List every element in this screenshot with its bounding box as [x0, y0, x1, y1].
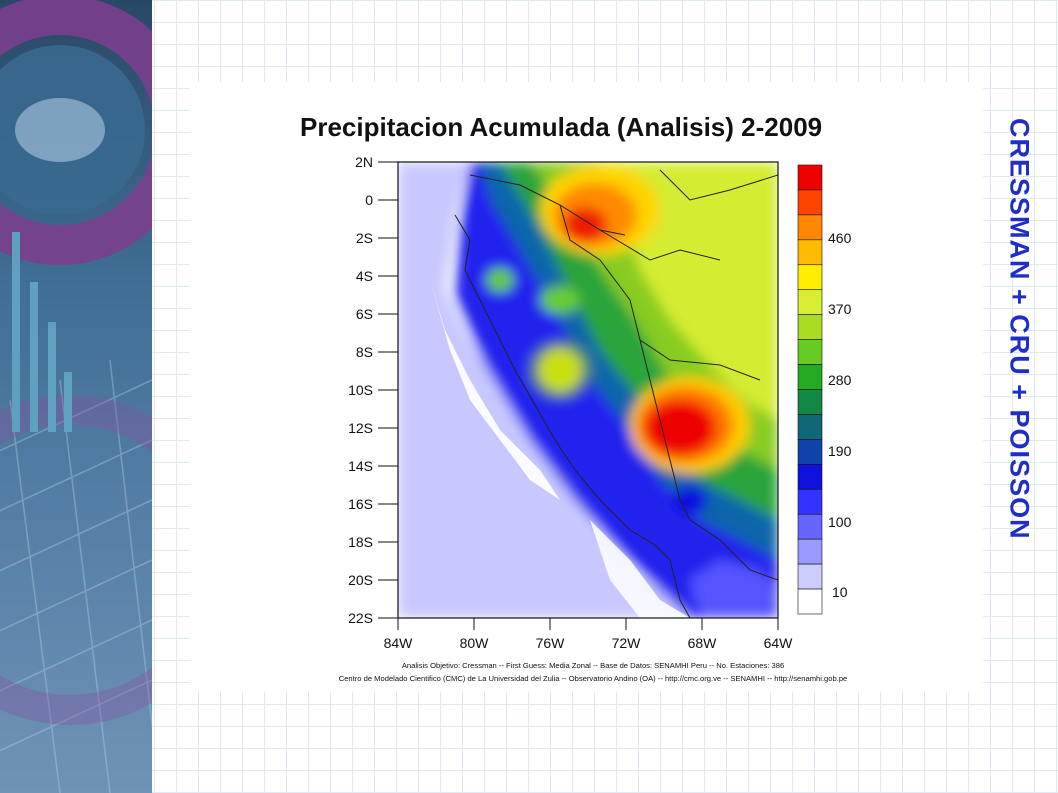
lat-label: 12S [348, 420, 373, 436]
colorbar-swatch [797, 439, 823, 465]
colorbar-label: 370 [828, 301, 852, 317]
lat-label: 16S [348, 496, 373, 512]
colorbar-swatch [797, 314, 823, 340]
longitude-axis: 84W 80W 76W 72W 68W 64W [384, 618, 794, 651]
colorbar-swatch [797, 189, 823, 216]
colorbar-swatch [797, 339, 823, 365]
lat-label: 6S [356, 306, 373, 322]
colorbar [797, 164, 823, 615]
decorative-keyboard-image [0, 0, 152, 793]
colorbar-swatch [797, 264, 823, 291]
lat-label: 4S [356, 268, 373, 284]
lat-label: 14S [348, 458, 373, 474]
lon-label: 72W [612, 635, 642, 651]
country-borders [454, 169, 778, 618]
colorbar-label: 280 [828, 372, 852, 388]
latitude-axis: 2N 0 2S 4S 6S 8S 10S 12S 14S 16S 18S 20S… [348, 154, 398, 626]
lat-label: 18S [348, 534, 373, 550]
colorbar-swatch [797, 538, 823, 565]
footer-line-2: Centro de Modelado Cientifico (CMC) de L… [339, 674, 848, 683]
colorbar-swatch [797, 588, 823, 615]
lat-label: 20S [348, 572, 373, 588]
lat-label: 10S [348, 382, 373, 398]
lat-label: 2N [355, 154, 373, 170]
precipitation-field [398, 162, 778, 618]
colorbar-swatch [797, 389, 823, 415]
lon-label: 64W [764, 635, 794, 651]
lon-label: 80W [460, 635, 490, 651]
side-title: CRESSMAN + CRU + POISSON [982, 118, 1056, 648]
slide-title: Precipitacion Acumulada (Analisis) 2-200… [300, 112, 823, 142]
lon-label: 68W [688, 635, 718, 651]
colorbar-swatch [797, 164, 823, 191]
lon-label: 84W [384, 635, 414, 651]
lat-label: 8S [356, 344, 373, 360]
colorbar-swatch [797, 464, 823, 490]
colorbar-swatch [797, 414, 823, 440]
lat-label: 2S [356, 230, 373, 246]
colorbar-label: 100 [828, 514, 852, 530]
colorbar-labels: 460 370 280 190 100 10 [828, 230, 852, 600]
decorative-side-panel [0, 0, 152, 793]
colorbar-swatch [797, 214, 823, 241]
lat-label: 0 [365, 192, 373, 208]
colorbar-label: 460 [828, 230, 852, 246]
colorbar-label: 10 [832, 584, 848, 600]
colorbar-swatch [797, 513, 823, 540]
footer-line-1: Analisis Objetivo: Cressman -- First Gue… [402, 661, 784, 670]
colorbar-swatch [797, 289, 823, 315]
lat-label: 22S [348, 610, 373, 626]
side-title-text: CRESSMAN + CRU + POISSON [1004, 118, 1035, 540]
lon-label: 76W [536, 635, 566, 651]
colorbar-swatch [797, 563, 823, 590]
colorbar-swatch [797, 364, 823, 390]
colorbar-label: 190 [828, 443, 852, 459]
colorbar-swatch [797, 239, 823, 266]
colorbar-swatch [797, 488, 823, 515]
